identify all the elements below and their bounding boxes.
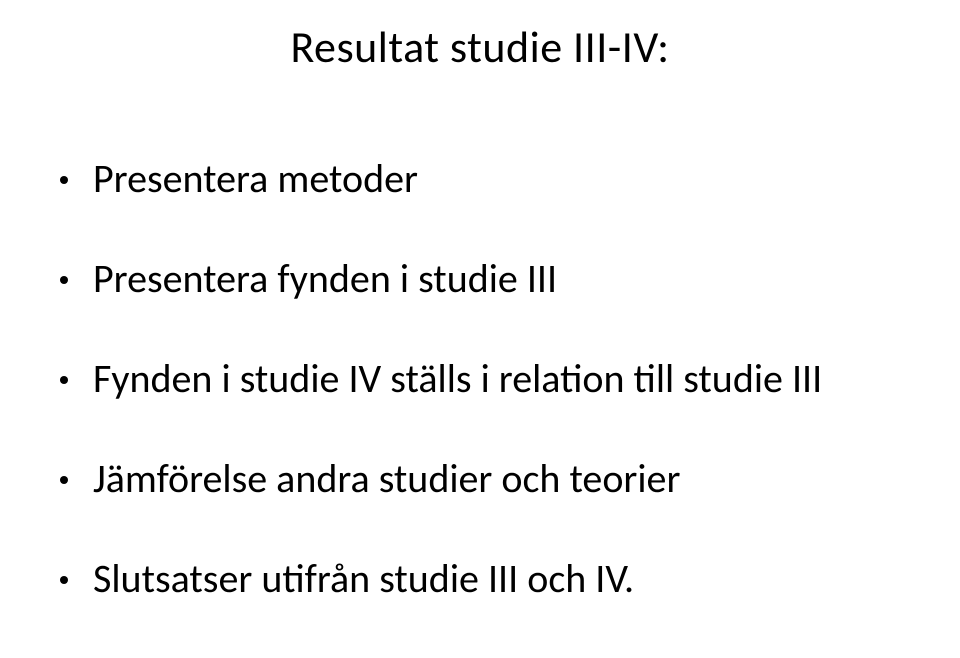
bullet-marker-icon [60,176,68,184]
bullet-list: Presentera metoder Presentera fynden i s… [60,154,900,604]
bullet-marker-icon [60,376,68,384]
bullet-item: Presentera fynden i studie III [60,254,900,304]
bullet-item: Slutsatser utifrån studie III och IV. [60,554,900,604]
bullet-item: Fynden i studie IV ställs i relation til… [60,354,900,404]
bullet-marker-icon [60,576,68,584]
bullet-text: Fynden i studie IV ställs i relation til… [93,354,900,404]
bullet-marker-icon [60,476,68,484]
slide-title: Resultat studie III-IV: [60,20,900,74]
bullet-marker-icon [60,276,68,284]
bullet-item: Jämförelse andra studier och teorier [60,454,900,504]
bullet-text: Presentera metoder [93,154,900,204]
bullet-item: Presentera metoder [60,154,900,204]
bullet-text: Slutsatser utifrån studie III och IV. [93,554,900,604]
bullet-text: Jämförelse andra studier och teorier [93,454,900,504]
bullet-text: Presentera fynden i studie III [93,254,900,304]
